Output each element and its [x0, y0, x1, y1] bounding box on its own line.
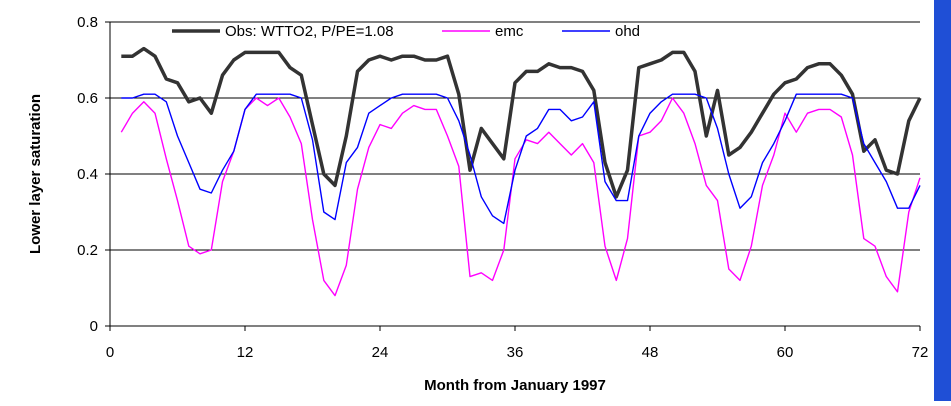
- series-layer: [120, 46, 922, 297]
- x-tick-label: 36: [507, 344, 524, 361]
- y-tick-label: 0.8: [77, 14, 98, 31]
- y-tick-label: 0: [90, 318, 98, 335]
- x-tick-label: 48: [642, 344, 659, 361]
- x-axis-title: Month from January 1997: [424, 377, 606, 394]
- x-tick-label: 60: [777, 344, 794, 361]
- x-tick-label: 24: [372, 344, 389, 361]
- y-tick-label: 0.4: [77, 166, 98, 183]
- y-ticks: 0 0.2 0.4 0.6 0.8: [77, 14, 110, 335]
- series-line-ohd: [121, 93, 921, 225]
- x-ticks: 0 12 24 36 48 60 72: [106, 326, 929, 361]
- series-line-obs-wtto2-p-pe-1-08: [121, 46, 922, 199]
- x-tick-label: 0: [106, 344, 114, 361]
- y-tick-label: 0.6: [77, 90, 98, 107]
- x-tick-label: 72: [912, 344, 929, 361]
- right-accent-strip: [934, 0, 951, 401]
- legend-label-ohd: ohd: [615, 23, 640, 40]
- legend-label-emc: emc: [495, 23, 524, 40]
- legend: Obs: WTTO2, P/PE=1.08 emc ohd: [172, 23, 640, 40]
- y-axis-title: Lower layer saturation: [27, 94, 44, 254]
- x-tick-label: 12: [237, 344, 254, 361]
- y-tick-label: 0.2: [77, 242, 98, 259]
- series-line-emc: [120, 97, 921, 297]
- legend-label-obs-wtto2-p-pe-1-08: Obs: WTTO2, P/PE=1.08: [225, 23, 394, 40]
- grid-lines: [110, 21, 920, 251]
